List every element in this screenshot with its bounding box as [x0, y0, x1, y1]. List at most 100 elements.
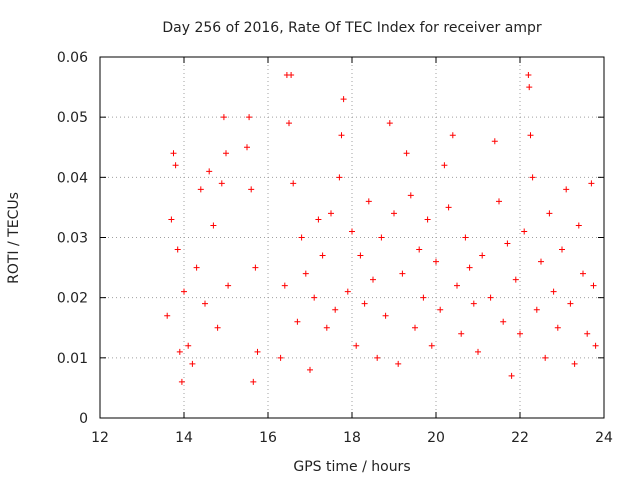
data-point — [454, 282, 460, 289]
data-point — [580, 270, 586, 277]
data-point — [575, 222, 582, 229]
y-tick-label: 0.01 — [57, 351, 88, 367]
data-point — [210, 222, 217, 229]
data-point — [449, 132, 456, 139]
data-point — [370, 276, 376, 283]
data-point — [246, 114, 253, 121]
data-point — [496, 198, 502, 205]
data-point — [172, 162, 179, 169]
data-point — [588, 180, 595, 187]
data-point — [466, 264, 473, 271]
data-point — [382, 312, 389, 319]
data-point — [529, 174, 536, 181]
data-point — [307, 366, 313, 373]
data-point — [517, 330, 523, 337]
data-point — [193, 264, 200, 271]
data-point — [181, 288, 187, 295]
data-point — [391, 210, 397, 217]
data-point — [378, 234, 385, 241]
data-point — [319, 252, 326, 259]
x-tick-label: 22 — [511, 430, 529, 446]
data-point — [357, 252, 364, 259]
data-point — [533, 306, 540, 313]
data-point — [340, 96, 347, 103]
data-point — [590, 282, 597, 289]
data-point — [218, 180, 225, 187]
gridlines — [100, 57, 604, 418]
y-tick-label: 0.03 — [57, 231, 88, 247]
data-point — [512, 276, 519, 283]
y-tick-label: 0.04 — [57, 170, 88, 186]
data-point — [286, 120, 292, 127]
data-point — [592, 342, 599, 349]
data-point — [168, 216, 175, 223]
data-point — [567, 300, 574, 307]
data-point — [298, 234, 305, 241]
data-point — [559, 246, 565, 253]
data-point — [445, 204, 452, 211]
data-point — [399, 270, 406, 277]
data-point — [433, 258, 439, 265]
data-point — [361, 300, 368, 307]
data-point — [302, 270, 309, 277]
data-point — [428, 342, 435, 349]
data-point — [244, 144, 250, 151]
data-point — [424, 216, 431, 223]
data-point — [170, 150, 177, 157]
data-point — [563, 186, 570, 193]
data-point — [336, 174, 343, 181]
data-point — [254, 348, 261, 355]
data-point — [220, 114, 227, 121]
data-point — [176, 348, 183, 355]
data-point — [458, 330, 465, 337]
x-tick-label: 24 — [595, 430, 613, 446]
x-tick-label: 12 — [91, 430, 109, 446]
data-point — [252, 264, 259, 271]
data-point — [584, 330, 591, 337]
data-point — [185, 342, 192, 349]
data-point — [441, 162, 448, 169]
data-point — [508, 372, 515, 379]
tick-labels: 12 14 16 18 20 22 24 0 0.01 0.02 0.03 0.04 0.05 0.06 — [57, 50, 613, 446]
data-point — [281, 282, 288, 289]
data-point — [412, 324, 418, 331]
y-axis-label: ROTI / TECUs — [6, 192, 22, 284]
data-point — [374, 354, 381, 361]
chart-title: Day 256 of 2016, Rate Of TEC Index for r… — [162, 20, 541, 36]
data-point — [353, 342, 360, 349]
data-point — [525, 72, 532, 79]
data-point — [546, 210, 553, 217]
y-tick-label: 0.05 — [57, 110, 88, 126]
data-point — [500, 318, 507, 325]
data-point — [250, 378, 257, 385]
data-point — [206, 168, 213, 175]
data-point — [437, 306, 444, 313]
y-tick-label: 0.02 — [57, 291, 88, 307]
data-point — [487, 294, 494, 301]
data-point — [174, 246, 181, 253]
data-point — [365, 198, 372, 205]
data-point — [538, 258, 544, 265]
data-point — [223, 150, 229, 157]
data-point — [470, 300, 477, 307]
data-point — [521, 228, 528, 235]
data-point — [290, 180, 297, 187]
data-point — [288, 72, 295, 79]
data-point — [491, 138, 498, 145]
axis-ticks — [99, 56, 605, 419]
data-point — [462, 234, 469, 241]
data-point — [526, 84, 533, 91]
data-points — [164, 72, 599, 385]
data-point — [403, 150, 410, 157]
data-point — [248, 186, 255, 193]
data-point — [407, 192, 414, 199]
data-point — [554, 324, 561, 331]
data-point — [395, 360, 402, 367]
data-point — [189, 360, 196, 367]
data-point — [197, 186, 204, 193]
data-point — [311, 294, 318, 301]
data-point — [542, 354, 549, 361]
data-point — [294, 318, 301, 325]
data-point — [328, 210, 334, 217]
